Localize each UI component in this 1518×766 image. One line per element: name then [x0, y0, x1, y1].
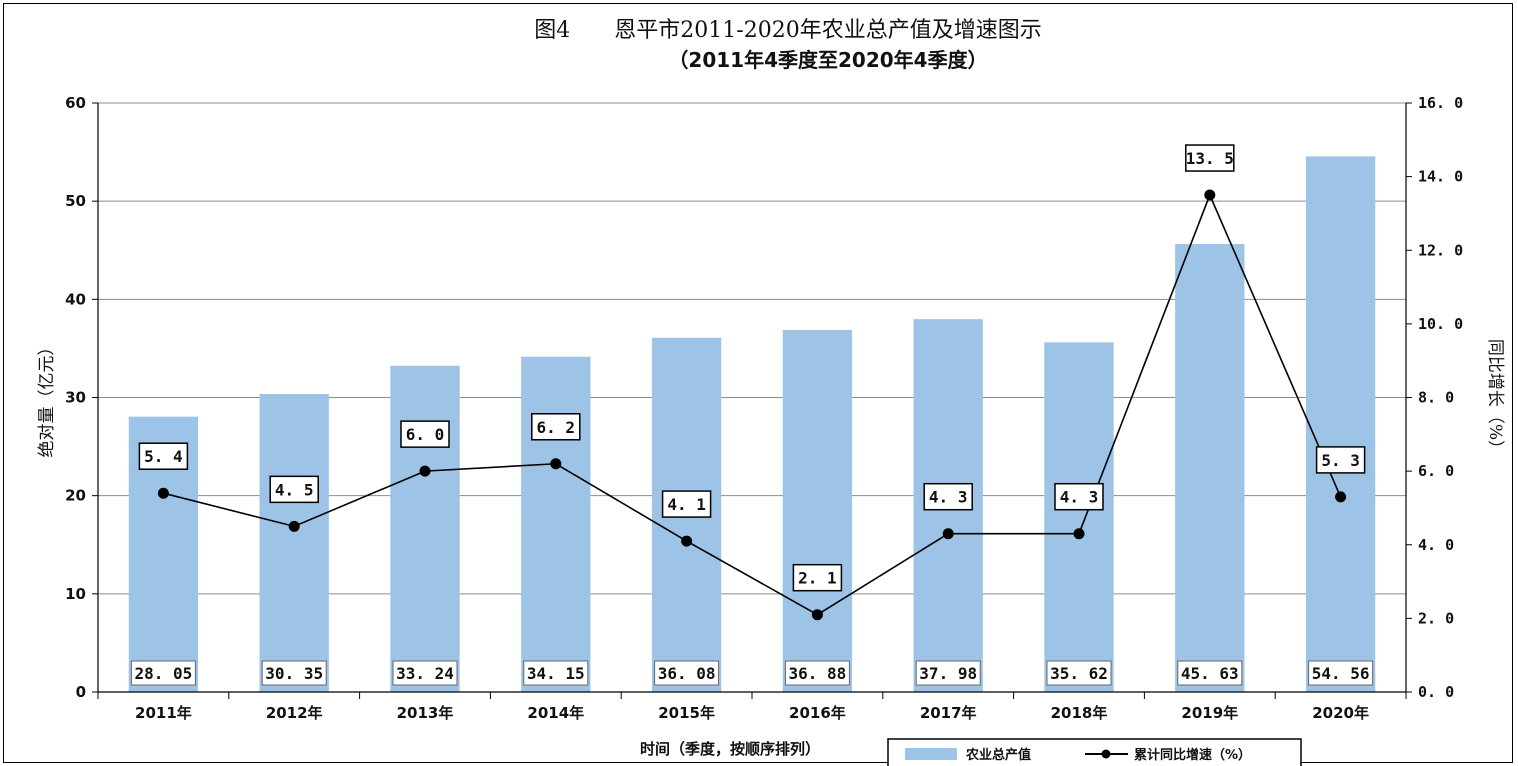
- bar: [782, 329, 853, 692]
- legend-line-label: 累计同比增速（%）: [1134, 747, 1251, 763]
- x-tick-label: 2017年: [920, 704, 977, 722]
- bar-data-label: 45. 63: [1181, 664, 1239, 683]
- y-tick-label: 0: [76, 683, 86, 701]
- y2-tick-label: 8. 0: [1418, 389, 1454, 407]
- bar-data-label: 34. 15: [527, 664, 585, 683]
- chart-title: 图4 恩平市2011-2020年农业总产值及增速图示: [534, 18, 1041, 43]
- line-point: [157, 487, 169, 499]
- bar-label-box: [523, 660, 589, 686]
- x-tick-label: 2013年: [397, 704, 454, 722]
- legend-bar-swatch: [905, 748, 957, 760]
- y-tick-label: 40: [65, 290, 86, 308]
- bar-data-label: 33. 24: [396, 664, 454, 683]
- x-axis-label: 时间（季度，按顺序排列）: [640, 740, 820, 758]
- line-label-box: [269, 475, 319, 504]
- y2-tick-label: 10. 0: [1418, 315, 1463, 333]
- y2-tick-label: 6. 0: [1418, 462, 1454, 480]
- line-point: [681, 535, 693, 547]
- line-data-label: 4. 1: [667, 495, 706, 514]
- line-data-label: 4. 3: [929, 488, 968, 507]
- bar-data-label: 35. 62: [1050, 664, 1108, 683]
- x-tick-label: 2014年: [527, 704, 584, 722]
- line-label-box: [1054, 482, 1104, 511]
- y2-tick-label: 16. 0: [1418, 94, 1463, 112]
- bar-data-label: 37. 98: [919, 664, 977, 683]
- line-label-box: [661, 490, 712, 518]
- y2-tick-label: 14. 0: [1418, 168, 1463, 186]
- y-tick-label: 20: [65, 487, 86, 505]
- bar: [1175, 244, 1245, 693]
- line-data-label: 4. 3: [1060, 488, 1099, 507]
- x-tick-label: 2016年: [789, 704, 846, 722]
- line-point: [1073, 528, 1085, 540]
- line-point: [550, 458, 562, 470]
- line-point: [419, 465, 431, 477]
- y-tick-label: 60: [65, 94, 86, 112]
- y-tick-label: 30: [65, 389, 86, 407]
- bar-data-label: 36. 08: [658, 664, 716, 683]
- bar-label-box: [784, 660, 850, 686]
- bar-label-box: [1308, 660, 1374, 686]
- bar-label-box: [130, 660, 196, 686]
- y2-tick-label: 4. 0: [1418, 536, 1454, 554]
- y2-tick-label: 12. 0: [1418, 241, 1463, 259]
- bar: [521, 356, 591, 692]
- axes: 0 10 20 30 40 50 60 0. 0 2. 0 4. 0 6. 0 8. 0 10. 0 12…: [65, 94, 1463, 722]
- line-data-label: 6. 2: [537, 418, 576, 437]
- bar-series: 28. 05 30. 35 33. 24 34. 15 36. 08 36. 88 37. …: [128, 156, 1376, 693]
- line-data-label: 6. 0: [406, 425, 445, 444]
- legend-line-marker: [1101, 749, 1111, 759]
- chart-subtitle: （2011年4季度至2020年4季度）: [668, 48, 987, 72]
- line-data-label: 5. 4: [144, 447, 183, 466]
- chart-frame: [3, 3, 1513, 763]
- line-point: [1204, 189, 1216, 201]
- line-data-label: 4. 5: [275, 480, 314, 499]
- line-label-box: [138, 442, 189, 470]
- line-data-label: 5. 3: [1321, 451, 1360, 470]
- x-tick-label: 2019年: [1181, 704, 1238, 722]
- y2-axis-label: 同比增长（%）: [1485, 339, 1505, 457]
- line-label-box: [923, 482, 973, 511]
- y2-tick-label: 2. 0: [1418, 609, 1454, 627]
- x-tick-label: 2020年: [1312, 704, 1369, 722]
- x-tick-label: 2018年: [1051, 704, 1108, 722]
- bar-label-box: [261, 660, 327, 686]
- line-label-box: [400, 420, 450, 448]
- line-label-box: [531, 413, 581, 441]
- bar-data-label: 30. 35: [265, 664, 323, 683]
- bar: [1044, 342, 1114, 692]
- bar: [259, 394, 329, 692]
- bar-data-label: 36. 88: [789, 664, 847, 683]
- legend-bar-label: 农业总产值: [965, 747, 1031, 763]
- x-tick-label: 2011年: [135, 704, 192, 722]
- line-data-label: 13. 5: [1186, 149, 1234, 168]
- legend: 农业总产值 累计同比增速（%）: [887, 738, 1302, 766]
- line-point: [942, 528, 954, 540]
- line-label-box: [1315, 446, 1366, 474]
- line-series: 5. 4 4. 5 6. 0 6. 2 4. 1 2. 1 4. 3 4. 3 13. 5 5. …: [138, 144, 1366, 621]
- growth-line: [163, 192, 1342, 616]
- y-tick-label: 50: [65, 192, 86, 210]
- bar-label-box: [654, 660, 720, 686]
- line-data-label: 2. 1: [798, 569, 837, 588]
- bar-data-label: 54. 56: [1312, 664, 1370, 683]
- bar-label-box: [1177, 660, 1243, 686]
- line-point: [288, 520, 300, 532]
- line-label-box: [792, 563, 843, 592]
- y2-tick-label: 0. 0: [1418, 683, 1454, 701]
- bar-label-box: [915, 660, 981, 686]
- y-tick-label: 10: [65, 585, 86, 603]
- line-point: [1335, 491, 1347, 503]
- bar-label-box: [392, 660, 458, 686]
- line-point: [811, 609, 823, 621]
- line-label-box: [1185, 144, 1235, 172]
- bar: [1305, 156, 1376, 693]
- x-tick-label: 2015年: [658, 704, 715, 722]
- x-tick-label: 2012年: [266, 704, 323, 722]
- y-axis-label: 绝对量（亿元）: [37, 339, 57, 458]
- bar: [390, 365, 460, 692]
- bar-data-label: 28. 05: [135, 664, 193, 683]
- bar-label-box: [1046, 660, 1112, 686]
